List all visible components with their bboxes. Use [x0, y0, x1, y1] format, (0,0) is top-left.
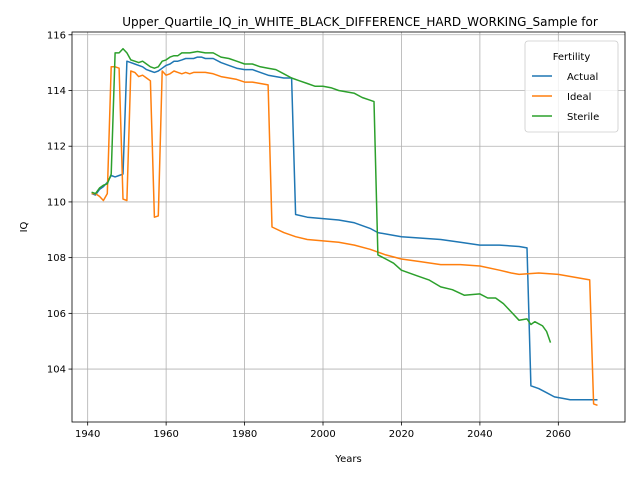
x-tick-label: 1940	[75, 429, 100, 440]
y-tick-label: 114	[47, 86, 66, 97]
y-axis-label: IQ	[19, 221, 30, 232]
series-line-ideal	[91, 66, 598, 407]
y-tick-label: 110	[47, 197, 66, 208]
x-axis: 1940 1960 1980 2000 2020 2040 2060	[75, 422, 571, 440]
y-tick-label: 108	[47, 253, 66, 264]
legend-title: Fertility	[553, 52, 591, 63]
x-axis-label: Years	[334, 454, 361, 465]
series-layer	[91, 47, 598, 407]
plot-frame	[71, 31, 626, 423]
chart-title: Upper_Quartile_IQ_in_WHITE_BLACK_DIFFERE…	[122, 15, 598, 29]
legend-box	[524, 40, 619, 133]
x-tick-label: 2000	[310, 429, 335, 440]
y-tick-label: 112	[47, 142, 66, 153]
x-tick-label: 1960	[153, 429, 178, 440]
legend-label-ideal: Ideal	[567, 92, 591, 103]
y-tick-label: 106	[47, 309, 66, 320]
y-tick-label: 104	[47, 365, 66, 376]
legend-items: Actual Ideal Sterile	[532, 72, 599, 123]
legend: Fertility Actual Ideal Sterile	[524, 40, 619, 133]
legend-label-sterile: Sterile	[567, 112, 599, 123]
series-line-actual	[91, 56, 598, 401]
y-axis: 104 106 108 110 112 114 116	[47, 30, 72, 376]
x-tick-label: 1980	[232, 429, 257, 440]
series-line-sterile	[91, 47, 552, 343]
x-tick-label: 2020	[389, 429, 414, 440]
y-tick-label: 116	[47, 30, 66, 41]
x-tick-label: 2040	[467, 429, 492, 440]
legend-label-actual: Actual	[567, 72, 598, 83]
x-tick-label: 2060	[546, 429, 571, 440]
